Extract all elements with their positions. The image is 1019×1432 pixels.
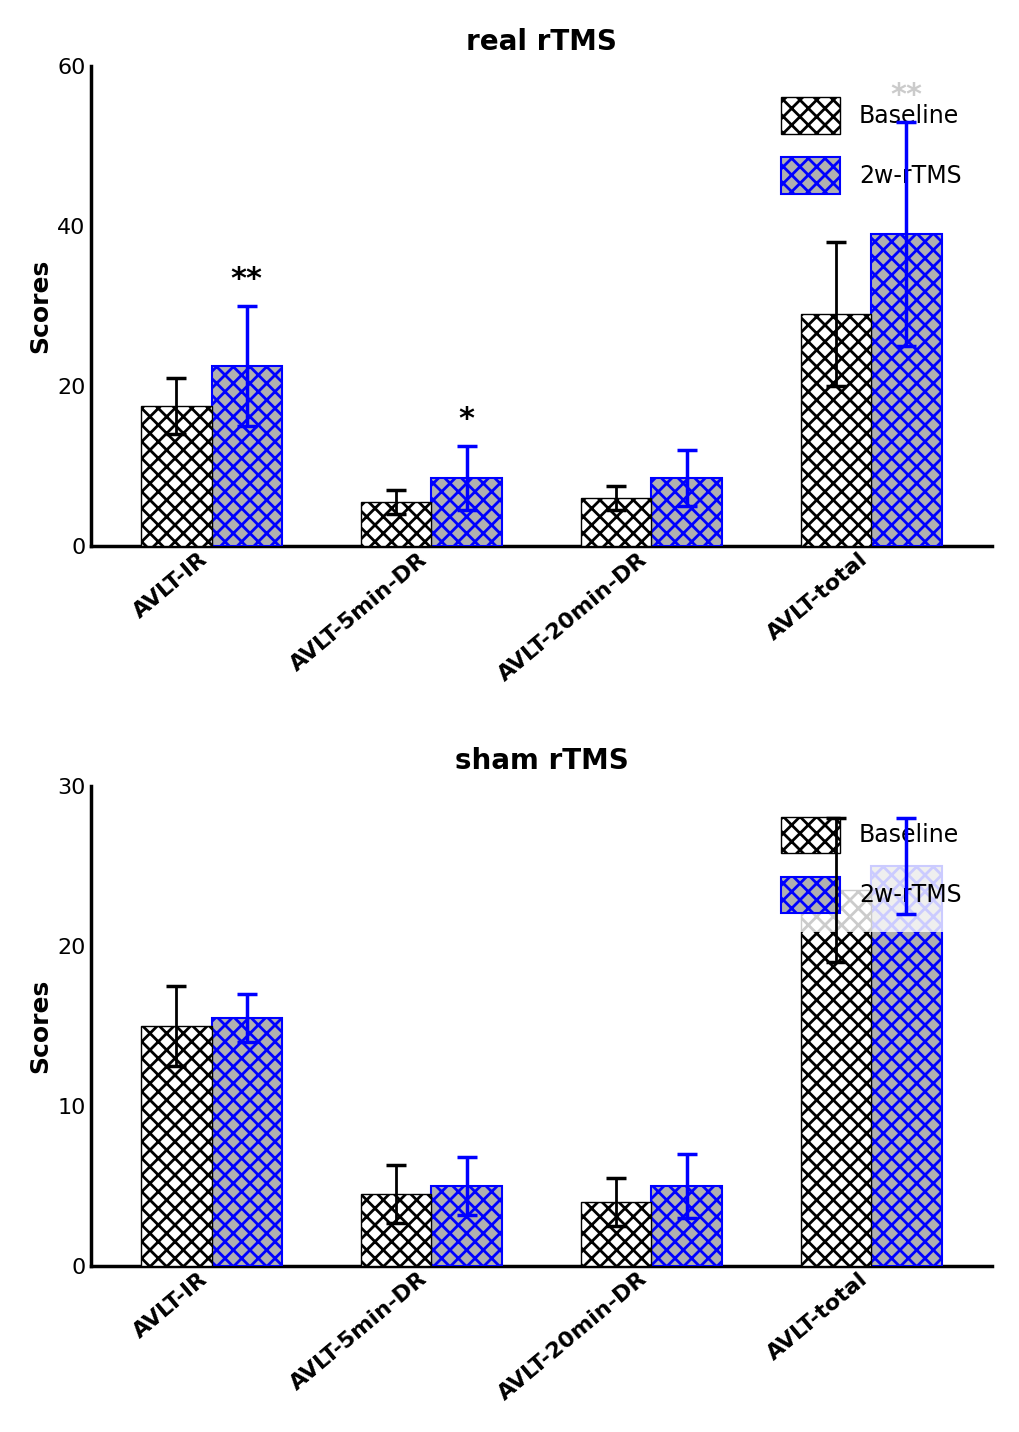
Text: **: ** bbox=[890, 82, 921, 110]
Bar bbox=[175, 1025, 248, 1266]
Bar bbox=[175, 407, 248, 546]
Bar bbox=[581, 1201, 651, 1266]
Bar bbox=[394, 503, 468, 546]
Text: **: ** bbox=[230, 265, 263, 295]
Bar bbox=[614, 498, 687, 546]
Y-axis label: Scores: Scores bbox=[28, 259, 52, 354]
Text: *: * bbox=[459, 405, 474, 434]
Bar bbox=[835, 314, 907, 546]
Legend: Baseline, 2w-rTMS: Baseline, 2w-rTMS bbox=[761, 79, 979, 212]
Y-axis label: Scores: Scores bbox=[28, 978, 52, 1073]
Bar bbox=[800, 889, 870, 1266]
Bar bbox=[431, 478, 501, 546]
Bar bbox=[870, 866, 941, 1266]
Bar bbox=[361, 1194, 431, 1266]
Bar bbox=[614, 1201, 687, 1266]
Bar bbox=[835, 889, 907, 1266]
Bar bbox=[394, 1194, 468, 1266]
Bar bbox=[141, 407, 211, 546]
Bar bbox=[870, 235, 941, 546]
Bar bbox=[581, 498, 651, 546]
Bar bbox=[651, 1186, 721, 1266]
Bar bbox=[211, 1018, 281, 1266]
Bar bbox=[361, 503, 431, 546]
Bar bbox=[800, 314, 870, 546]
Bar bbox=[141, 1025, 211, 1266]
Legend: Baseline, 2w-rTMS: Baseline, 2w-rTMS bbox=[761, 798, 979, 932]
Title: sham rTMS: sham rTMS bbox=[454, 748, 628, 775]
Title: real rTMS: real rTMS bbox=[466, 27, 616, 56]
Bar bbox=[431, 1186, 501, 1266]
Bar bbox=[651, 478, 721, 546]
Bar bbox=[211, 367, 281, 546]
